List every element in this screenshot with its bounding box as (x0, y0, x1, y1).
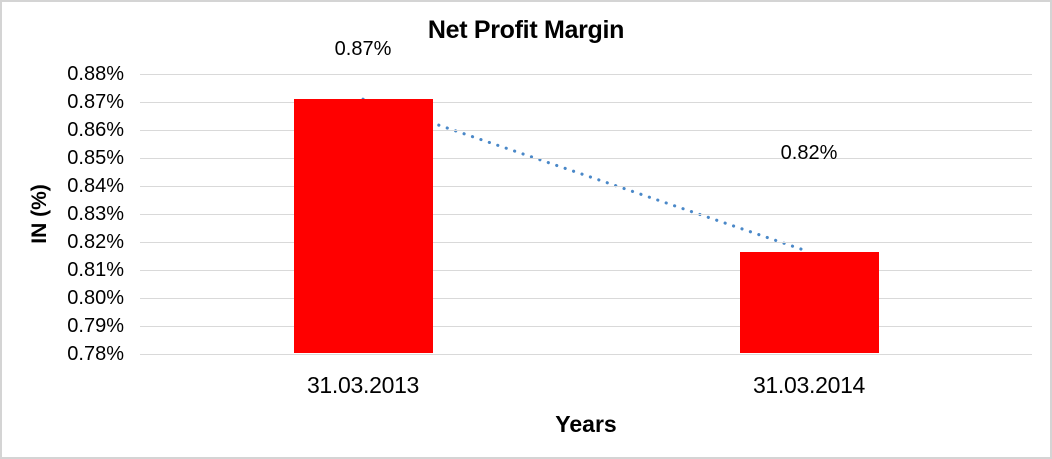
data-label: 0.82% (780, 142, 838, 164)
y-tick-label: 0.87% (67, 91, 124, 113)
gridline (140, 297, 1032, 299)
x-tick-label: 31.03.2013 (306, 372, 420, 398)
y-tick-label: 0.79% (67, 315, 124, 337)
gridline (140, 73, 1032, 75)
y-tick-label: 0.83% (67, 203, 124, 225)
gridline (140, 241, 1032, 243)
y-tick-label: 0.85% (67, 147, 124, 169)
bar-31.03.2014 (739, 251, 879, 353)
y-tick-label: 0.78% (67, 343, 124, 365)
x-tick-label: 31.03.2014 (752, 372, 866, 398)
gridline (140, 213, 1032, 215)
gridline (140, 101, 1032, 103)
x-axis-label: Years (555, 411, 617, 437)
y-tick-label: 0.80% (67, 287, 124, 309)
chart-title: Net Profit Margin (427, 16, 625, 44)
y-tick-label: 0.88% (67, 63, 124, 85)
gridline (140, 129, 1032, 131)
data-label: 0.87% (334, 38, 392, 60)
gridline (140, 353, 1032, 355)
y-tick-label: 0.86% (67, 119, 124, 141)
y-tick-label: 0.81% (67, 259, 124, 281)
y-tick-label: 0.82% (67, 231, 124, 253)
y-tick-label: 0.84% (67, 175, 124, 197)
gridline (140, 325, 1032, 327)
gridline (140, 157, 1032, 159)
bar-31.03.2013 (293, 99, 433, 353)
gridline (140, 269, 1032, 271)
gridline (140, 185, 1032, 187)
